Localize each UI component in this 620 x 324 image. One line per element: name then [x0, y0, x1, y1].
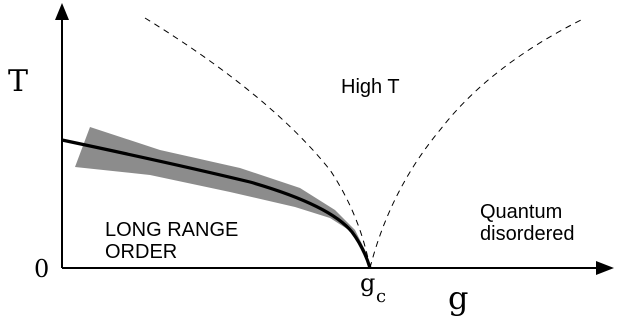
quantum-disordered-label-line1: Quantum: [480, 201, 562, 223]
origin-label: 0: [34, 255, 49, 283]
y-axis-label: T: [8, 64, 28, 99]
crossover-line-left: [144, 17, 371, 269]
critical-point-label: g: [360, 269, 375, 297]
x-axis-label: g: [448, 279, 468, 317]
y-axis-arrow-icon: [55, 3, 69, 20]
quantum-disordered-label-line2: disordered: [480, 223, 575, 245]
long-range-order-label-line2: ORDER: [105, 241, 177, 263]
critical-point-subscript: c: [376, 286, 386, 307]
high-t-label: High T: [341, 76, 400, 98]
long-range-order-label-line1: LONG RANGE: [105, 219, 238, 241]
uncertainty-band: [75, 127, 370, 268]
crossover-line-right: [369, 17, 586, 269]
phase-boundary-curve: [61, 138, 372, 269]
x-axis-arrow-icon: [596, 261, 614, 275]
